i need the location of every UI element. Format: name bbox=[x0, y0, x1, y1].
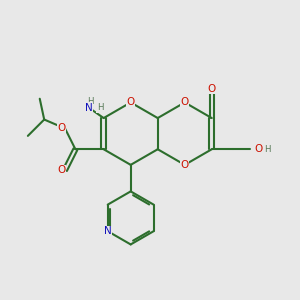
Text: O: O bbox=[57, 124, 66, 134]
Text: O: O bbox=[208, 83, 216, 94]
Text: H: H bbox=[87, 97, 94, 106]
Text: O: O bbox=[57, 165, 66, 175]
Text: H: H bbox=[97, 103, 103, 112]
Text: O: O bbox=[181, 98, 189, 107]
Text: O: O bbox=[127, 98, 135, 107]
Text: O: O bbox=[181, 160, 189, 170]
Text: H: H bbox=[264, 145, 270, 154]
Text: N: N bbox=[104, 226, 112, 236]
Text: O: O bbox=[255, 144, 263, 154]
Text: N: N bbox=[85, 103, 93, 112]
